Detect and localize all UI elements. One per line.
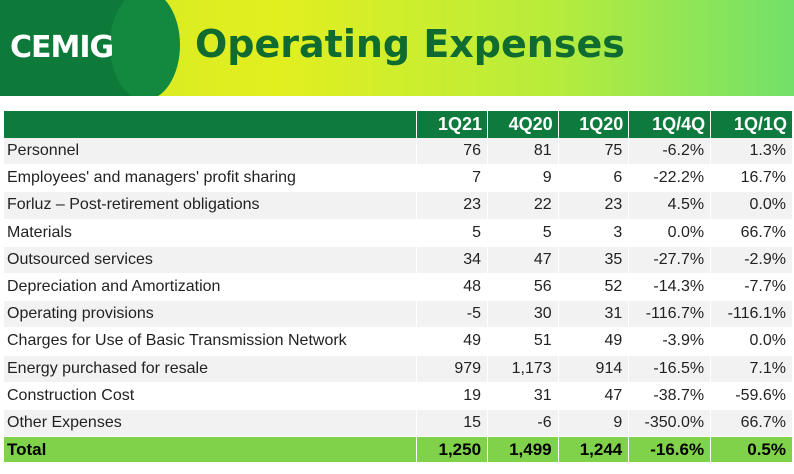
table-cell: 75 xyxy=(558,138,630,166)
table-cell: 81 xyxy=(488,138,559,166)
table-cell: 914 xyxy=(558,355,630,383)
table-cell: 1,499 xyxy=(488,437,559,463)
table-cell: 1.3% xyxy=(711,138,793,166)
table-row: Employees' and managers' profit sharing 7… xyxy=(4,165,793,193)
table-cell: 1,250 xyxy=(417,437,489,463)
table-cell: 0.0% xyxy=(629,219,712,247)
table-cell: 3 xyxy=(558,219,630,247)
table-cell: -6 xyxy=(488,409,559,438)
table-cell: 30 xyxy=(488,301,559,329)
table-cell: -27.7% xyxy=(629,246,712,274)
table-cell: 0.5% xyxy=(711,437,793,463)
table-cell: 31 xyxy=(488,382,559,410)
table-cell: -22.2% xyxy=(629,165,712,193)
table-row: Depreciation and Amortization 48 56 52 -14.3… xyxy=(4,273,793,302)
table-cell: Employees' and managers' profit sharing xyxy=(4,165,418,193)
table-cell: 47 xyxy=(558,382,630,410)
table-row: Materials 5 5 3 0.0% 66.7% xyxy=(4,219,793,247)
table-cell: 47 xyxy=(488,246,559,274)
table-cell: 23 xyxy=(558,192,630,220)
table-cell: Materials xyxy=(4,219,418,247)
table-cell: Operating provisions xyxy=(4,301,418,329)
table-cell: 22 xyxy=(488,192,559,220)
table-cell: -16.6% xyxy=(629,437,712,463)
table-cell: -7.7% xyxy=(711,273,793,302)
table-cell: 15 xyxy=(417,409,489,438)
table-row: Operating provisions -5 30 31 -116.7% -116.1% xyxy=(4,301,793,329)
column-header: 1Q/4Q xyxy=(629,111,712,138)
table-row: Personnel 76 81 75 -6.2% 1.3% xyxy=(4,138,793,166)
table-cell: 5 xyxy=(488,219,559,247)
table-cell: Other Expenses xyxy=(4,409,418,438)
table-cell: 9 xyxy=(488,165,559,193)
table-row: Construction Cost 19 31 47 -38.7% -59.6% xyxy=(4,382,793,410)
table-row: Charges for Use of Basic Transmission Ne… xyxy=(4,328,793,356)
table-cell: 34 xyxy=(417,246,489,274)
table-cell: 979 xyxy=(417,355,489,383)
table-cell: 0.0% xyxy=(711,192,793,220)
column-header: 1Q20 xyxy=(558,111,630,138)
table-cell: 31 xyxy=(558,301,630,329)
table-cell: -38.7% xyxy=(629,382,712,410)
table-cell: -59.6% xyxy=(711,382,793,410)
table-cell: Energy purchased for resale xyxy=(4,355,418,383)
table-cell: 1,173 xyxy=(488,355,559,383)
table-cell: Outsourced services xyxy=(4,246,418,274)
table-cell: 52 xyxy=(558,273,630,302)
table-cell: -6.2% xyxy=(629,138,712,166)
table-row: Forluz – Post-retirement obligations 23 22… xyxy=(4,192,793,220)
table-cell: 35 xyxy=(558,246,630,274)
operating-expenses-table: 1Q21 4Q20 1Q20 1Q/4Q 1Q/1Q Personnel 76 81… xyxy=(4,111,793,463)
table-cell: Forluz – Post-retirement obligations xyxy=(4,192,418,220)
table-cell: 6 xyxy=(558,165,630,193)
table-cell: Charges for Use of Basic Transmission Ne… xyxy=(4,328,418,356)
table-cell: 23 xyxy=(417,192,489,220)
table-cell: -116.7% xyxy=(629,301,712,329)
table-cell: -16.5% xyxy=(629,355,712,383)
table-cell: 0.0% xyxy=(711,328,793,356)
table-header-row: 1Q21 4Q20 1Q20 1Q/4Q 1Q/1Q xyxy=(4,111,793,138)
column-header: 4Q20 xyxy=(488,111,559,138)
table-cell: Depreciation and Amortization xyxy=(4,273,418,302)
table-cell: 1,244 xyxy=(558,437,630,463)
table-cell: 56 xyxy=(488,273,559,302)
logo-background-accent xyxy=(110,0,180,96)
table-cell: 49 xyxy=(558,328,630,356)
table-cell: 19 xyxy=(417,382,489,410)
table-cell: 49 xyxy=(417,328,489,356)
cemig-logo: CEMIG xyxy=(10,30,114,65)
column-header: 1Q21 xyxy=(417,111,489,138)
table-cell: -5 xyxy=(417,301,489,329)
table-cell: -3.9% xyxy=(629,328,712,356)
table-cell: 7 xyxy=(417,165,489,193)
table-cell: -116.1% xyxy=(711,301,793,329)
table-row: Other Expenses 15 -6 9 -350.0% 66.7% xyxy=(4,409,793,438)
table-cell: 9 xyxy=(558,409,630,438)
page-title: Operating Expenses xyxy=(195,22,625,66)
table-row: Energy purchased for resale 979 1,173 914 -1… xyxy=(4,355,793,383)
table-cell: 51 xyxy=(488,328,559,356)
total-row: Total 1,250 1,499 1,244 -16.6% 0.5% xyxy=(4,437,793,463)
table-cell: 7.1% xyxy=(711,355,793,383)
table-cell: 66.7% xyxy=(711,409,793,438)
table-cell: -350.0% xyxy=(629,409,712,438)
table-row: Outsourced services 34 47 35 -27.7% -2.9% xyxy=(4,246,793,274)
table-cell: Personnel xyxy=(4,138,418,166)
table-cell: 48 xyxy=(417,273,489,302)
table-cell: 76 xyxy=(417,138,489,166)
table-cell: Total xyxy=(4,437,418,463)
column-header: 1Q/1Q xyxy=(711,111,793,138)
header-banner: CEMIG Operating Expenses xyxy=(0,0,794,96)
table-cell: -2.9% xyxy=(711,246,793,274)
table-cell: Construction Cost xyxy=(4,382,418,410)
table-cell: 66.7% xyxy=(711,219,793,247)
table-cell: -14.3% xyxy=(629,273,712,302)
table-cell: 4.5% xyxy=(629,192,712,220)
table-cell: 5 xyxy=(417,219,489,247)
column-header xyxy=(4,111,418,138)
table-cell: 16.7% xyxy=(711,165,793,193)
